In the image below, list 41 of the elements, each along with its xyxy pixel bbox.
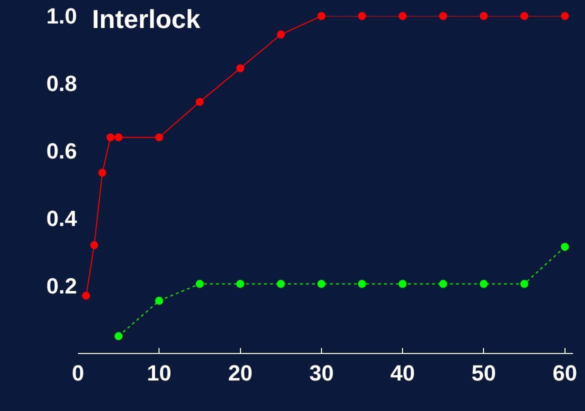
x-tick-label: 60 <box>552 360 578 386</box>
point <box>439 280 448 288</box>
x-tick-label: 10 <box>146 360 172 386</box>
point <box>398 12 407 20</box>
point <box>155 133 164 142</box>
point <box>82 292 90 300</box>
point <box>98 168 106 177</box>
point <box>398 280 407 288</box>
point <box>358 12 366 20</box>
point <box>317 280 326 288</box>
y-tick-label: 0.6 <box>46 138 77 164</box>
point <box>114 133 123 142</box>
point <box>560 12 569 20</box>
point <box>106 133 114 142</box>
x-tick-label: 30 <box>309 360 334 386</box>
point <box>276 30 285 39</box>
point <box>480 280 488 288</box>
point <box>358 280 366 288</box>
point <box>276 280 285 288</box>
point <box>155 296 164 305</box>
y-tick-label: 0.4 <box>46 206 78 231</box>
point <box>196 280 204 288</box>
point <box>90 241 98 250</box>
point <box>520 280 528 288</box>
x-tick-label: 0 <box>72 360 84 386</box>
y-tick-label: 0.8 <box>46 71 77 96</box>
chart-title: Interlock <box>92 4 201 34</box>
y-tick-label: 0.2 <box>46 273 77 298</box>
point <box>114 332 123 340</box>
point <box>236 280 244 288</box>
point <box>439 12 448 20</box>
point <box>236 64 244 72</box>
point <box>560 242 569 251</box>
x-tick-label: 20 <box>228 360 253 386</box>
y-tick-label: 1.0 <box>46 4 77 29</box>
point <box>480 12 488 20</box>
point <box>196 98 204 106</box>
x-tick-label: 40 <box>390 360 415 386</box>
x-tick-label: 50 <box>472 360 496 386</box>
point <box>520 12 528 20</box>
point <box>317 12 326 20</box>
